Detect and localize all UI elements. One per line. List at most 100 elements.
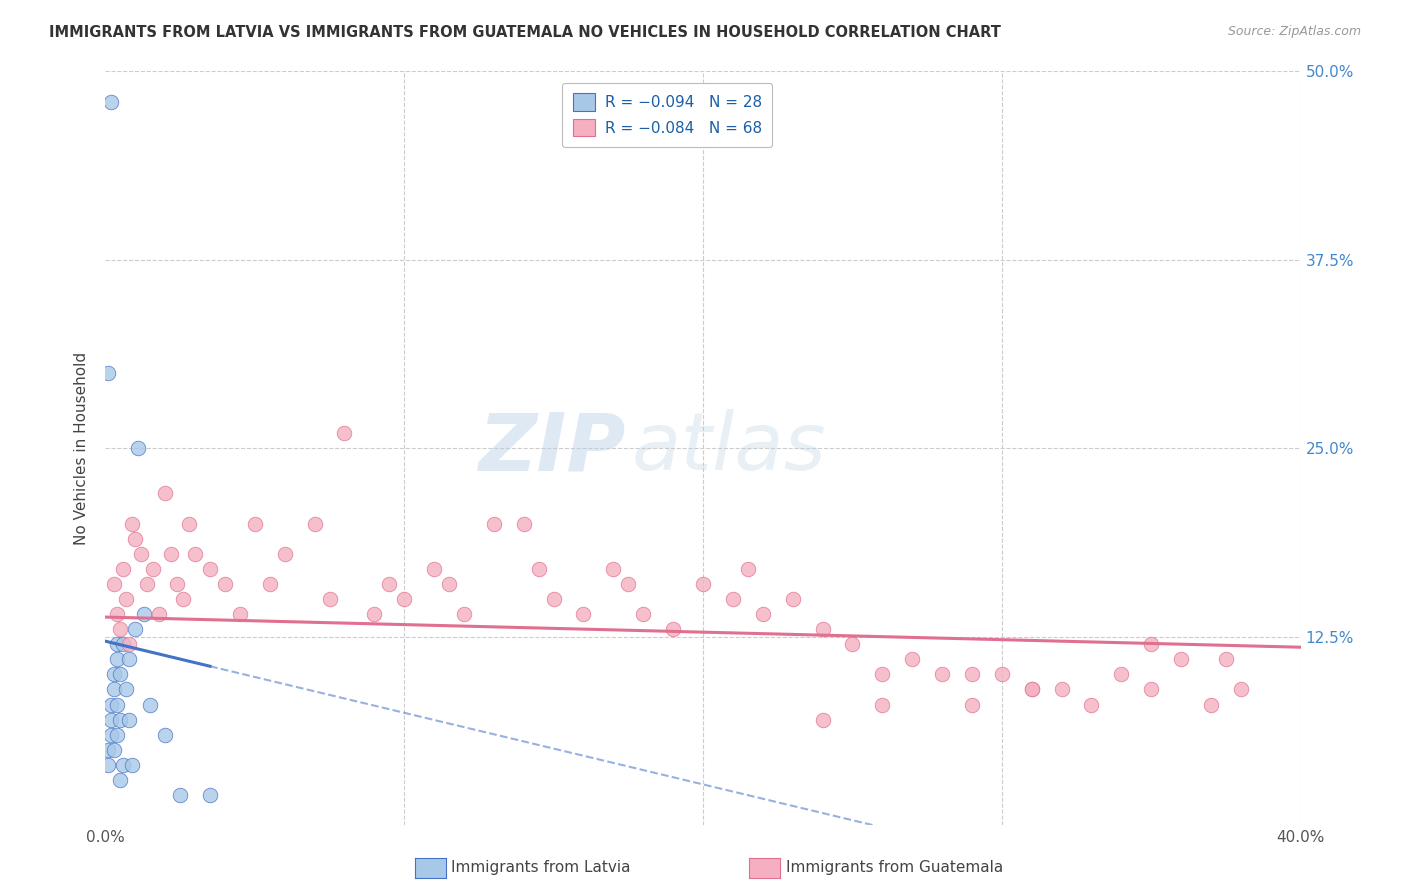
Text: Source: ZipAtlas.com: Source: ZipAtlas.com: [1227, 25, 1361, 38]
Point: [960, 667, 983, 681]
Point: [872, 698, 894, 712]
Point: [198, 562, 221, 576]
Point: [107, 637, 129, 651]
Legend: R = −0.094   N = 28, R = −0.084   N = 68: R = −0.094 N = 28, R = −0.084 N = 68: [562, 83, 772, 147]
Point: [751, 607, 773, 621]
Text: atlas: atlas: [631, 409, 827, 487]
Text: Immigrants from Latvia: Immigrants from Latvia: [451, 861, 631, 875]
Point: [482, 516, 505, 531]
Point: [97, 757, 120, 772]
Point: [1215, 652, 1237, 666]
Point: [841, 637, 863, 651]
Point: [107, 698, 129, 712]
Point: [990, 667, 1012, 681]
Point: [1080, 698, 1102, 712]
Point: [100, 728, 122, 742]
Point: [1140, 637, 1163, 651]
Point: [692, 577, 714, 591]
Point: [811, 622, 834, 636]
Point: [112, 562, 135, 576]
Point: [110, 667, 132, 681]
Point: [184, 547, 207, 561]
Point: [1199, 698, 1222, 712]
Point: [142, 562, 165, 576]
Point: [437, 577, 460, 591]
Point: [273, 547, 295, 561]
Point: [453, 607, 475, 621]
Point: [229, 607, 252, 621]
Point: [423, 562, 446, 576]
Point: [148, 607, 170, 621]
Point: [378, 577, 401, 591]
Point: [139, 698, 162, 712]
Point: [103, 682, 125, 697]
Point: [112, 637, 135, 651]
Point: [304, 516, 326, 531]
Point: [172, 592, 194, 607]
Point: [100, 95, 122, 109]
Point: [243, 516, 266, 531]
Text: ZIP: ZIP: [478, 409, 626, 487]
Point: [155, 728, 177, 742]
Point: [97, 742, 120, 756]
Point: [121, 516, 143, 531]
Point: [721, 592, 744, 607]
Point: [103, 667, 125, 681]
Point: [513, 516, 536, 531]
Point: [160, 547, 183, 561]
Point: [121, 757, 143, 772]
Text: IMMIGRANTS FROM LATVIA VS IMMIGRANTS FROM GUATEMALA NO VEHICLES IN HOUSEHOLD COR: IMMIGRANTS FROM LATVIA VS IMMIGRANTS FRO…: [49, 25, 1001, 40]
Point: [118, 713, 141, 727]
Point: [198, 788, 221, 802]
Point: [107, 728, 129, 742]
Point: [107, 607, 129, 621]
Point: [103, 577, 125, 591]
Point: [394, 592, 416, 607]
Point: [118, 652, 141, 666]
Point: [782, 592, 804, 607]
Point: [166, 577, 188, 591]
Point: [318, 592, 340, 607]
Point: [110, 622, 132, 636]
Point: [112, 757, 135, 772]
Point: [1111, 667, 1133, 681]
Point: [97, 366, 120, 380]
Point: [118, 637, 141, 651]
Point: [543, 592, 565, 607]
Point: [960, 698, 983, 712]
Point: [134, 607, 156, 621]
Point: [100, 713, 122, 727]
Point: [363, 607, 385, 621]
Point: [115, 592, 138, 607]
Point: [177, 516, 201, 531]
Point: [872, 667, 894, 681]
Point: [1229, 682, 1253, 697]
Point: [572, 607, 595, 621]
Point: [259, 577, 281, 591]
Point: [931, 667, 953, 681]
Point: [333, 426, 356, 441]
Point: [115, 682, 138, 697]
Point: [107, 652, 129, 666]
Point: [136, 577, 159, 591]
Point: [811, 713, 834, 727]
Point: [527, 562, 550, 576]
Point: [662, 622, 685, 636]
Point: [1021, 682, 1043, 697]
Point: [155, 486, 177, 500]
Point: [1021, 682, 1043, 697]
Point: [901, 652, 924, 666]
Point: [100, 698, 122, 712]
Point: [602, 562, 624, 576]
Point: [737, 562, 759, 576]
Point: [103, 742, 125, 756]
Point: [1050, 682, 1073, 697]
Point: [110, 713, 132, 727]
Point: [169, 788, 191, 802]
Point: [129, 547, 153, 561]
Point: [127, 442, 149, 455]
Point: [1170, 652, 1192, 666]
Point: [124, 622, 146, 636]
Point: [633, 607, 655, 621]
Point: [110, 772, 132, 787]
